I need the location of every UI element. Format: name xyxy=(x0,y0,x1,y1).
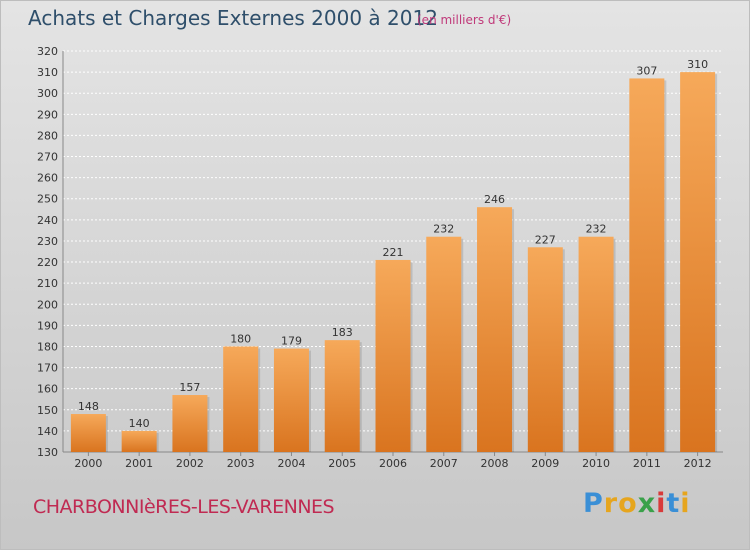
x-tick-label: 2010 xyxy=(582,457,610,470)
chart-subtitle: (en milliers d'€) xyxy=(417,13,512,27)
bar-2006 xyxy=(375,259,411,452)
x-tick-label: 2007 xyxy=(430,457,458,470)
x-tick-label: 2004 xyxy=(277,457,305,470)
y-tick-label: 240 xyxy=(37,214,58,227)
y-tick-label: 180 xyxy=(37,340,58,353)
x-tick-label: 2011 xyxy=(633,457,661,470)
bar-value-label: 310 xyxy=(687,58,708,71)
y-tick-label: 150 xyxy=(37,404,58,417)
bar-value-label: 227 xyxy=(535,233,556,246)
y-tick-label: 160 xyxy=(37,383,58,396)
chart-title: Achats et Charges Externes 2000 à 2012 xyxy=(28,6,438,30)
bar-2005 xyxy=(324,340,360,452)
bar-value-label: 221 xyxy=(383,246,404,259)
y-tick-label: 130 xyxy=(37,446,58,459)
bar-value-label: 148 xyxy=(78,400,99,413)
bar-2010 xyxy=(578,236,614,452)
y-tick-label: 280 xyxy=(37,129,58,142)
y-tick-label: 310 xyxy=(37,66,58,79)
bar-2011 xyxy=(629,78,665,453)
bar-2003 xyxy=(223,346,259,452)
x-tick-label: 2006 xyxy=(379,457,407,470)
x-tick-label: 2009 xyxy=(531,457,559,470)
bar-value-label: 157 xyxy=(179,381,200,394)
bar-2007 xyxy=(426,236,462,452)
y-tick-label: 270 xyxy=(37,151,58,164)
bar-value-label: 307 xyxy=(636,64,657,77)
bar-value-label: 180 xyxy=(230,332,251,345)
x-tick-label: 2003 xyxy=(227,457,255,470)
bar-value-label: 232 xyxy=(433,223,454,236)
commune-name: CHARBONNIèRES-LES-VARENNES xyxy=(33,496,335,518)
bar-2008 xyxy=(477,207,513,452)
x-tick-label: 2012 xyxy=(684,457,712,470)
y-tick-label: 230 xyxy=(37,235,58,248)
y-tick-label: 190 xyxy=(37,319,58,332)
bar-2000 xyxy=(70,414,106,452)
bar-2009 xyxy=(527,247,563,452)
y-tick-label: 210 xyxy=(37,277,58,290)
y-tick-label: 170 xyxy=(37,362,58,375)
x-tick-label: 2008 xyxy=(481,457,509,470)
y-tick-label: 220 xyxy=(37,256,58,269)
y-tick-label: 140 xyxy=(37,425,58,438)
bar-value-label: 246 xyxy=(484,193,505,206)
y-tick-label: 300 xyxy=(37,87,58,100)
x-tick-label: 2002 xyxy=(176,457,204,470)
y-tick-label: 320 xyxy=(37,45,58,58)
bar-value-label: 140 xyxy=(129,417,150,430)
bar-value-label: 183 xyxy=(332,326,353,339)
y-tick-label: 200 xyxy=(37,298,58,311)
x-tick-label: 2001 xyxy=(125,457,153,470)
y-tick-label: 260 xyxy=(37,172,58,185)
proxiti-logo: Proxiti xyxy=(583,488,691,519)
bar-value-label: 179 xyxy=(281,335,302,348)
x-tick-label: 2000 xyxy=(74,457,102,470)
bar-2004 xyxy=(273,348,309,452)
bar-2012 xyxy=(680,72,716,453)
x-tick-label: 2005 xyxy=(328,457,356,470)
bar-value-label: 232 xyxy=(586,223,607,236)
bar-2001 xyxy=(121,430,157,452)
y-tick-label: 290 xyxy=(37,108,58,121)
bar-2002 xyxy=(172,395,208,452)
y-tick-label: 250 xyxy=(37,193,58,206)
